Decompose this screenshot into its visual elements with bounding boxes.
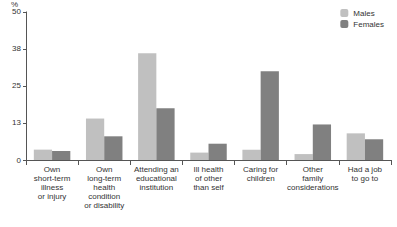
svg-text:institution: institution: [139, 183, 173, 192]
svg-text:than self: than self: [193, 183, 224, 192]
svg-text:Females: Females: [353, 20, 384, 29]
svg-text:educational: educational: [136, 174, 177, 183]
svg-text:Attending an: Attending an: [134, 165, 179, 174]
svg-text:of other: of other: [195, 174, 222, 183]
svg-text:children: children: [247, 174, 275, 183]
svg-text:25: 25: [12, 81, 21, 90]
svg-text:illness: illness: [41, 183, 63, 192]
svg-text:Own: Own: [96, 165, 112, 174]
svg-text:family: family: [302, 174, 323, 183]
svg-text:Other: Other: [303, 165, 323, 174]
svg-text:50: 50: [12, 7, 21, 16]
svg-text:considerations: considerations: [287, 183, 339, 192]
svg-text:Males: Males: [353, 9, 374, 18]
svg-text:Caring for: Caring for: [243, 165, 278, 174]
svg-text:0: 0: [17, 156, 22, 165]
svg-text:short-term: short-term: [34, 174, 71, 183]
svg-text:13: 13: [12, 118, 21, 127]
svg-text:Had a job: Had a job: [348, 165, 383, 174]
svg-text:health: health: [93, 183, 115, 192]
svg-text:Own: Own: [44, 165, 60, 174]
svg-text:condition: condition: [88, 192, 120, 201]
svg-text:Ill health: Ill health: [194, 165, 224, 174]
svg-text:or injury: or injury: [38, 192, 66, 201]
svg-text:38: 38: [12, 44, 21, 53]
svg-text:to go to: to go to: [352, 174, 379, 183]
svg-text:or disability: or disability: [84, 201, 124, 210]
svg-text:long-term: long-term: [87, 174, 121, 183]
